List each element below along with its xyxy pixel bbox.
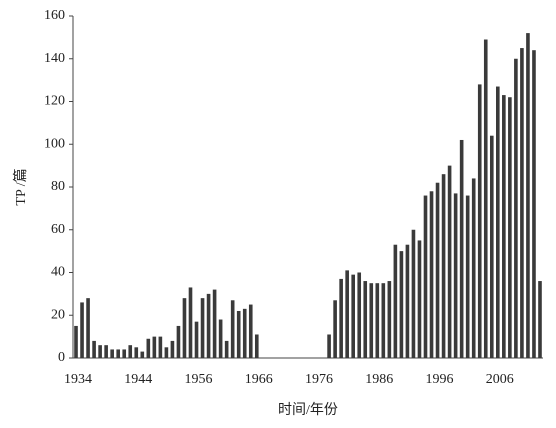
y-tick-label: 0 <box>58 350 65 365</box>
bar <box>254 334 259 358</box>
bar <box>116 349 120 358</box>
bar <box>375 283 380 358</box>
bar <box>357 272 362 358</box>
bar <box>520 48 524 358</box>
bar <box>194 321 199 358</box>
bar <box>104 345 108 358</box>
bar <box>92 340 96 358</box>
bar <box>248 304 253 358</box>
bar <box>152 336 157 358</box>
bar <box>128 345 133 358</box>
bar <box>435 182 440 358</box>
x-axis-label: 时间/年份 <box>278 402 338 418</box>
bar <box>170 340 175 358</box>
bar <box>489 135 494 358</box>
y-tick-label: 160 <box>44 8 65 23</box>
y-tick-label: 60 <box>51 222 65 237</box>
bar <box>351 274 355 358</box>
x-tick-label: 1986 <box>365 372 393 387</box>
bar <box>447 165 452 358</box>
bar <box>345 270 349 358</box>
bar <box>441 174 446 358</box>
bar <box>200 298 205 358</box>
bar <box>465 195 470 358</box>
y-tick-label: 20 <box>51 307 65 322</box>
bar <box>393 244 398 358</box>
y-tick-label: 140 <box>44 51 65 66</box>
x-tick-label: 1944 <box>124 372 152 387</box>
bar <box>459 139 464 358</box>
x-tick-label: 2006 <box>486 372 514 387</box>
y-tick-label: 100 <box>44 136 65 151</box>
bar <box>224 340 229 358</box>
bar <box>86 298 90 358</box>
bar <box>80 302 84 358</box>
bar <box>164 347 169 358</box>
bar <box>242 308 247 358</box>
x-tick-label: 1966 <box>245 372 273 387</box>
bar <box>158 336 163 358</box>
x-tick-label: 1934 <box>64 372 92 387</box>
bar <box>218 319 223 358</box>
x-tick-label: 1976 <box>305 372 333 387</box>
x-tick-label: 1996 <box>426 372 454 387</box>
bar <box>212 289 217 358</box>
bar <box>538 281 542 358</box>
bar <box>405 244 410 358</box>
bar <box>411 229 416 358</box>
bar <box>146 338 151 358</box>
bar <box>387 281 392 358</box>
y-tick-label: 40 <box>51 265 65 280</box>
bar <box>423 195 428 358</box>
y-tick-label: 120 <box>44 94 65 109</box>
bar <box>182 298 187 358</box>
bar <box>502 95 506 359</box>
bar <box>496 86 500 358</box>
bar <box>453 193 458 358</box>
bar <box>369 283 374 358</box>
bar <box>98 345 102 358</box>
bar <box>532 50 536 358</box>
bar <box>526 33 530 358</box>
bar <box>176 325 181 358</box>
bar <box>236 310 241 358</box>
bar <box>327 334 331 358</box>
bar <box>399 251 404 358</box>
bar <box>188 287 193 358</box>
bar <box>429 191 434 358</box>
bar <box>483 39 488 358</box>
bar <box>514 58 518 358</box>
bar <box>508 97 512 358</box>
x-tick-label: 1956 <box>185 372 213 387</box>
y-tick-label: 80 <box>51 179 65 194</box>
bar <box>230 300 235 358</box>
bar <box>206 293 211 358</box>
bar <box>140 351 145 358</box>
bar <box>471 178 476 358</box>
bar <box>74 325 78 358</box>
y-axis-label: TP /篇 <box>13 168 29 205</box>
bar <box>417 240 422 358</box>
bar <box>363 281 368 358</box>
bar <box>134 347 139 358</box>
bar <box>339 278 343 358</box>
bar <box>333 300 337 358</box>
bar <box>110 349 114 358</box>
bar <box>477 84 482 359</box>
bar <box>122 349 127 358</box>
bar <box>381 283 386 358</box>
